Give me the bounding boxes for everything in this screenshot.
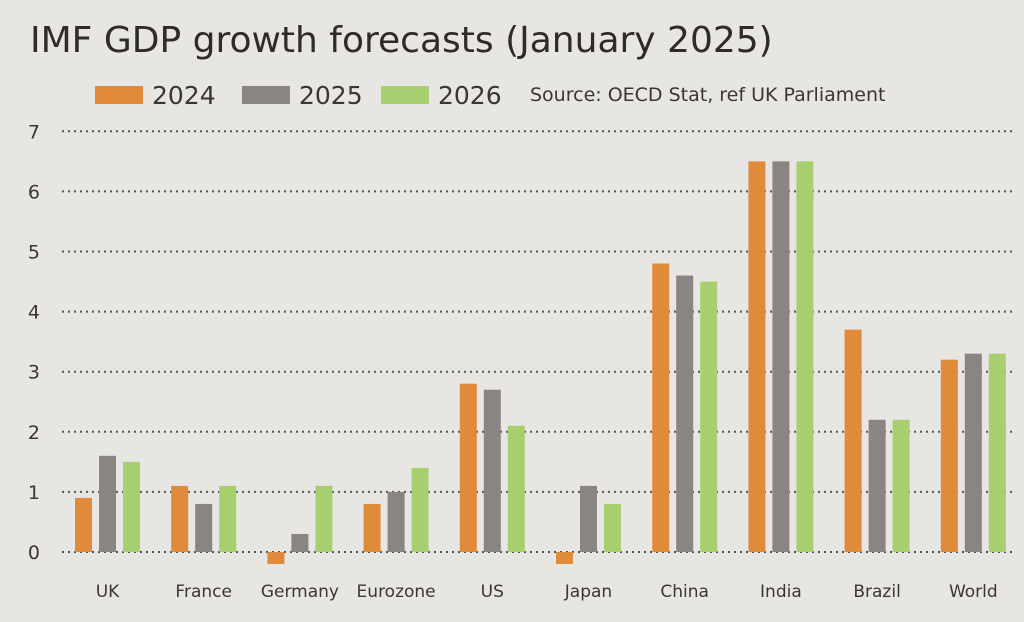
y-tick-label: 0 <box>28 542 40 564</box>
x-tick-label: US <box>481 582 504 602</box>
legend-swatch-2025 <box>242 86 290 104</box>
bar-uk-2026 <box>123 461 140 552</box>
bar-china-2024 <box>652 263 670 552</box>
bar-eurozone-2024 <box>363 503 381 552</box>
y-tick-label: 1 <box>28 482 40 504</box>
bar-brazil-2026 <box>892 419 910 552</box>
y-tick-label: 6 <box>28 181 40 203</box>
x-tick-label: Germany <box>261 582 339 602</box>
bar-world-2025 <box>964 353 982 552</box>
legend-swatch-2024 <box>95 86 143 104</box>
x-tick-label: China <box>660 582 709 602</box>
x-axis-ticks: UK France Germany Eurozone US Japan China India… <box>96 582 998 602</box>
bar-brazil-2025 <box>868 419 886 552</box>
bar-world-2024 <box>940 359 958 552</box>
bar-france-2026 <box>219 485 237 552</box>
x-tick-label: World <box>949 582 998 602</box>
bar-us-2024 <box>459 383 477 552</box>
bar-world-2026 <box>988 353 1006 552</box>
bar-india-2026 <box>796 161 814 552</box>
bar-us-2026 <box>507 425 525 552</box>
bar-france-2025 <box>195 503 213 552</box>
x-tick-label: UK <box>96 582 120 602</box>
x-tick-label: Eurozone <box>357 582 436 602</box>
y-tick-label: 2 <box>28 422 40 444</box>
bar-india-2025 <box>772 161 790 552</box>
y-tick-label: 5 <box>28 242 40 264</box>
x-tick-label: India <box>760 582 802 602</box>
bar-uk-2024 <box>75 497 92 552</box>
bar-japan-2024 <box>556 552 573 565</box>
bar-brazil-2024 <box>844 329 862 552</box>
legend-label-2026: 2026 <box>438 81 502 110</box>
chart-title: IMF GDP growth forecasts (January 2025) <box>30 20 773 61</box>
y-axis-ticks: 0 1 2 3 4 5 6 7 <box>28 121 40 564</box>
bar-germany-2025 <box>291 533 309 552</box>
legend: 2024 2025 2026 <box>95 81 502 110</box>
legend-label-2024: 2024 <box>152 81 216 110</box>
bar-us-2025 <box>483 389 501 552</box>
bar-germany-2024 <box>267 552 285 565</box>
bars <box>75 161 1006 565</box>
bar-uk-2025 <box>99 455 116 552</box>
bar-china-2025 <box>676 275 694 552</box>
bar-india-2024 <box>748 161 766 552</box>
bar-china-2026 <box>700 281 718 552</box>
legend-label-2025: 2025 <box>299 81 363 110</box>
x-tick-label: Brazil <box>853 582 900 602</box>
bar-japan-2025 <box>580 485 597 552</box>
y-tick-label: 4 <box>28 302 40 324</box>
y-tick-label: 3 <box>28 362 40 384</box>
bar-germany-2026 <box>315 485 333 552</box>
x-tick-label: France <box>175 582 232 602</box>
bar-france-2024 <box>171 485 189 552</box>
bar-eurozone-2025 <box>387 491 405 552</box>
bar-japan-2026 <box>604 503 621 552</box>
bar-eurozone-2026 <box>411 467 429 552</box>
x-tick-label: Japan <box>564 582 612 602</box>
legend-swatch-2026 <box>381 86 429 104</box>
y-tick-label: 7 <box>28 121 40 143</box>
source-note: Source: OECD Stat, ref UK Parliament <box>530 84 885 106</box>
